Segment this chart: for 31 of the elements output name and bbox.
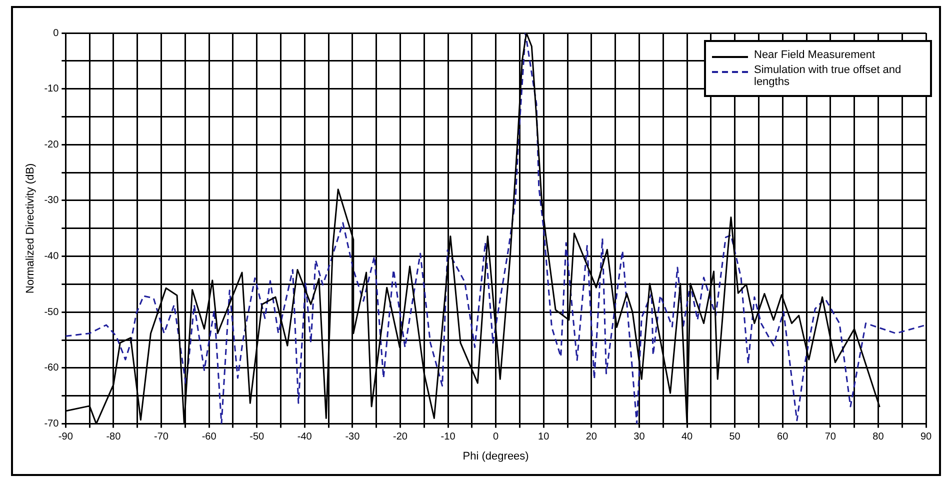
x-tick-label: 80: [872, 432, 884, 443]
x-tick-label: 20: [586, 432, 598, 443]
x-tick-label: 90: [920, 432, 932, 443]
x-tick-label: 30: [634, 432, 646, 443]
x-tick-label: -60: [202, 432, 217, 443]
y-tick-label: -50: [44, 306, 60, 318]
x-tick-label: 10: [538, 432, 550, 443]
x-tick-label: -40: [297, 432, 312, 443]
y-axis-title: Normalized Directivity (dB): [24, 163, 37, 294]
y-tick-label: -10: [44, 84, 60, 95]
y-tick-label: -70: [44, 418, 60, 430]
legend-label: Simulation with true offset and lengths: [754, 64, 902, 88]
x-tick-label: -30: [345, 432, 360, 443]
x-tick-label: 60: [777, 432, 789, 443]
x-tick-label: -20: [393, 432, 408, 443]
y-tick-label: -30: [44, 195, 60, 206]
x-tick-label: -10: [440, 432, 456, 443]
x-tick-label: 50: [729, 432, 741, 443]
y-tick-label: -40: [44, 251, 60, 262]
y-tick-label: 0: [53, 28, 60, 39]
x-axis-title: Phi (degrees): [462, 450, 529, 462]
x-tick-label: 40: [681, 432, 694, 443]
x-tick-label: -70: [154, 432, 169, 443]
x-tick-label: -50: [250, 432, 265, 443]
x-tick-label: -90: [58, 432, 74, 443]
y-tick-label: -20: [44, 139, 60, 150]
y-tick-label: -60: [44, 362, 60, 374]
x-tick-label: 0: [493, 432, 500, 443]
legend-label: Near Field Measurement: [754, 49, 876, 61]
x-tick-label: 70: [824, 432, 836, 443]
x-tick-label: -80: [106, 432, 122, 443]
